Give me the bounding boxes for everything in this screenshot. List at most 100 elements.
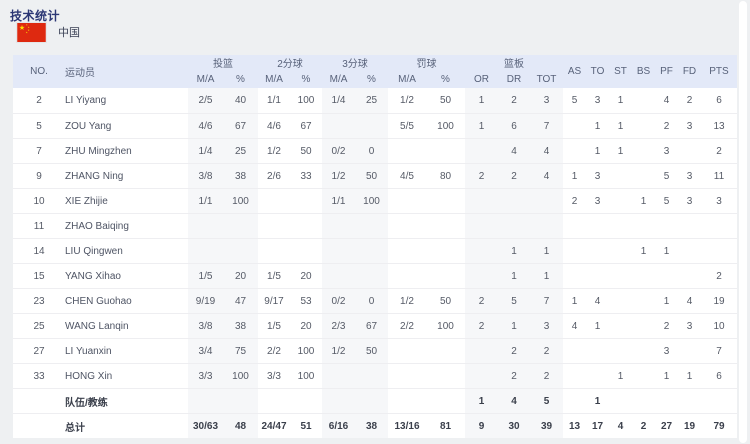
cell-or — [465, 138, 498, 163]
cell-p2_pct — [290, 213, 322, 238]
cell-bs — [632, 163, 655, 188]
cell-to: 3 — [586, 163, 609, 188]
cell-p3_pct: 100 — [355, 188, 388, 213]
cell-or: 1 — [465, 388, 498, 413]
cell-st — [609, 163, 632, 188]
cell-dr: 2 — [498, 338, 530, 363]
cell-p2_pct: 51 — [290, 413, 322, 438]
cell-or: 1 — [465, 113, 498, 138]
col-header-fg-ma: M/A — [196, 74, 215, 85]
cell-to: 1 — [586, 113, 609, 138]
cell-or — [465, 213, 498, 238]
col-header-fg-pct: % — [236, 74, 245, 85]
cell-fd — [678, 388, 701, 413]
cell-fd — [678, 138, 701, 163]
cell-as: 5 — [571, 95, 578, 106]
page-title: 技术统计 — [10, 9, 61, 23]
cell-fg_pct — [223, 213, 258, 238]
cell-ft: 13/16 — [388, 413, 426, 438]
cell-no: 10 — [13, 188, 65, 213]
cell-to — [586, 238, 609, 263]
cell-fd: 2 — [686, 95, 693, 106]
cell-fg — [188, 388, 223, 413]
cell-p2 — [258, 213, 290, 238]
table-body: 2 LI Yiyang 2/5 40 1/1 100 1/4 25 1/2 50 1 2 3 5 3 1 4 2 6… — [13, 88, 737, 438]
cell-p3_pct — [355, 213, 388, 238]
stats-table: NO. 运动员 投篮 M/A % 2分球 M/A % 3分球 M/A % 罚球 — [13, 55, 737, 438]
cell-p3: 1/2 — [322, 338, 355, 363]
cell-fg: 1/5 — [188, 263, 223, 288]
group-label: 2分球 — [277, 59, 303, 70]
cell-fg: 3/4 — [188, 338, 223, 363]
cell-p2: 9/17 — [258, 288, 290, 313]
cell-no: 5 — [13, 113, 65, 138]
cell-p2_pct: 100 — [290, 363, 322, 388]
cell-fg_pct: 100 — [223, 363, 258, 388]
cell-or — [465, 238, 498, 263]
cell-dr: 30 — [498, 413, 530, 438]
cell-p3: 1/1 — [322, 188, 355, 213]
cell-tot: 5 — [530, 388, 563, 413]
cell-p2_pct: 50 — [290, 138, 322, 163]
cell-pf: 27 — [655, 413, 678, 438]
col-group-3pt: 3分球 M/A % — [322, 55, 388, 88]
col-group-free-throws: 罚球 M/A % — [388, 55, 465, 88]
cell-p3: 2/3 — [322, 313, 355, 338]
col-header-st: ST — [614, 66, 627, 77]
cell-p2 — [258, 238, 290, 263]
cell-p3_pct — [355, 263, 388, 288]
cell-or: 2 — [465, 288, 498, 313]
cell-ft_pct — [426, 188, 465, 213]
cell-or — [465, 188, 498, 213]
cell-pts: 7 — [701, 338, 737, 363]
cell-bs — [632, 138, 655, 163]
cell-ft_pct: 81 — [426, 413, 465, 438]
cell-player: WANG Lanqin — [65, 313, 188, 338]
cell-st: 1 — [609, 138, 632, 163]
col-group-field-goals: 投篮 M/A % — [188, 55, 258, 88]
cell-no: 33 — [13, 363, 65, 388]
cell-p3 — [322, 238, 355, 263]
cell-p2 — [258, 188, 290, 213]
cell-fg_pct — [223, 238, 258, 263]
vertical-scrollbar[interactable] — [739, 1, 747, 443]
cell-p2_pct — [290, 388, 322, 413]
cell-tot: 3 — [530, 313, 563, 338]
cell-tot: 2 — [530, 363, 563, 388]
cell-pts: 6 — [716, 95, 722, 106]
cell-ft_pct — [426, 263, 465, 288]
cell-p3_pct — [355, 113, 388, 138]
cell-p2_pct — [290, 188, 322, 213]
cell-ft — [388, 138, 426, 163]
cell-p3_pct: 38 — [355, 413, 388, 438]
cell-bs: 1 — [632, 238, 655, 263]
cell-player: CHEN Guohao — [65, 288, 188, 313]
cell-ft_pct: 100 — [426, 313, 465, 338]
cell-no: 15 — [13, 263, 65, 288]
cell-p2: 1/2 — [258, 138, 290, 163]
cell-ft — [388, 213, 426, 238]
col-header-dr: DR — [506, 74, 522, 85]
cell-pf: 4 — [663, 95, 670, 106]
col-header-3pt-ma: M/A — [329, 74, 348, 85]
col-header-pts: PTS — [709, 66, 729, 77]
cell-p3_pct: 0 — [355, 138, 388, 163]
cell-p2: 1/5 — [258, 313, 290, 338]
table-header: NO. 运动员 投篮 M/A % 2分球 M/A % 3分球 M/A % 罚球 — [13, 55, 737, 88]
cell-player: ZOU Yang — [65, 113, 188, 138]
cell-no: 14 — [13, 238, 65, 263]
cell-st — [609, 288, 632, 313]
cell-fd: 1 — [678, 363, 701, 388]
cell-p3: 0/2 — [322, 138, 355, 163]
cell-bs — [632, 88, 655, 113]
cell-p2: 2/2 — [258, 338, 290, 363]
col-group-rebounds: 篮板 OR DR TOT — [465, 55, 563, 88]
cell-player: ZHU Mingzhen — [65, 138, 188, 163]
cell-st — [609, 338, 632, 363]
cell-as: 4 — [563, 313, 586, 338]
cell-fd — [678, 213, 701, 238]
cell-fg: 3/3 — [188, 363, 223, 388]
cell-p2_pct: 100 — [290, 338, 322, 363]
cell-p3 — [322, 363, 355, 388]
cell-dr: 2 — [498, 163, 530, 188]
